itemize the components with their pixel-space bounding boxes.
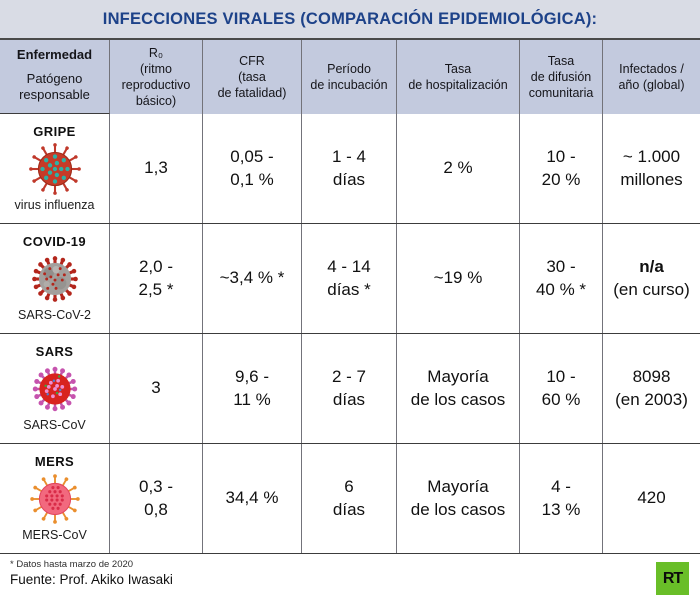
header-pathogen-label: Patógeno responsable [19,70,90,103]
cell-hospitalization: ~19 % [397,224,520,333]
header-community-spread: Tasa de difusión comunitaria [520,40,603,114]
cell-incubation: 1 - 4 días [302,114,397,223]
cell-incubation: 4 - 14 días * [302,224,397,333]
cell-cfr: ~3,4 % * [203,224,302,333]
cell-community-spread: 10 - 60 % [520,334,603,443]
disease-name: SARS [35,344,74,359]
pathogen-name: SARS-CoV-2 [18,308,91,322]
disease-cell-sars: SARS [0,334,110,443]
pathogen-name: MERS-CoV [22,528,87,542]
cell-community-spread: 10 - 20 % [520,114,603,223]
cell-infected: n/a (en curso) [603,224,700,333]
cell-infected: 420 [603,444,700,553]
header-disease-label: Enfermedad [16,47,93,62]
sars-cov-2-virus-icon [28,252,82,306]
header-r0: R₀ (ritmo reproductivo básico) [110,40,203,114]
cell-infected: 8098 (en 2003) [603,334,700,443]
infected-value: ~ 1.000 millones [620,146,683,189]
cell-community-spread: 4 - 13 % [520,444,603,553]
sars-cov-virus-icon [28,362,82,416]
pathogen-name: SARS-CoV [23,418,86,432]
disease-name: COVID-19 [22,234,87,249]
cell-incubation: 6 días [302,444,397,553]
table-header-row: Enfermedad Patógeno responsable R₀ (ritm… [0,40,700,114]
infected-value: n/a [639,256,664,276]
infected-value: 420 [637,488,666,508]
header-hospitalization: Tasa de hospitalización [397,40,520,114]
disease-name: MERS [34,454,75,469]
infected-value: 8098 (en 2003) [615,366,688,409]
disease-cell-mers: MERS [0,444,110,553]
header-cfr: CFR (tasa de fatalidad) [203,40,302,114]
disease-cell-gripe: GRIPE virus influenza [0,114,110,223]
cell-incubation: 2 - 7 días [302,334,397,443]
footnote-asterisk: * Datos hasta marzo de 2020 [10,559,134,570]
influenza-virus-icon [27,141,82,196]
header-infected: Infectados / año (global) [618,62,685,92]
header-disease: Enfermedad Patógeno responsable [0,40,110,114]
cell-cfr: 9,6 - 11 % [203,334,302,443]
cell-r0: 2,0 - 2,5 * [110,224,203,333]
table-row: COVID-19 SARS-CoV-2 [0,224,700,334]
cell-r0: 1,3 [110,114,203,223]
pathogen-name: virus influenza [14,198,95,212]
rt-logo: RT [656,562,689,595]
disease-cell-covid19: COVID-19 SARS-CoV-2 [0,224,110,333]
cell-infected: ~ 1.000 millones [603,114,700,223]
table-row: MERS [0,444,700,554]
infected-note: (en curso) [613,279,690,299]
cell-community-spread: 30 - 40 % * [520,224,603,333]
cell-r0: 3 [110,334,203,443]
table-row: SARS [0,334,700,444]
cell-r0: 0,3 - 0,8 [110,444,203,553]
cell-hospitalization: 2 % [397,114,520,223]
mers-cov-virus-icon [28,472,82,526]
title-bar: INFECCIONES VIRALES (COMPARACIÓN EPIDEMI… [0,0,700,40]
header-incubation: Período de incubación [302,40,397,114]
footer: * Datos hasta marzo de 2020 Fuente: Prof… [0,559,700,596]
cell-cfr: 34,4 % [203,444,302,553]
disease-name: GRIPE [33,124,76,139]
source-credit: Fuente: Prof. Akiko Iwasaki [10,572,173,587]
cell-hospitalization: Mayoría de los casos [397,334,520,443]
table-row: GRIPE virus influenza 1,3 0,05 [0,114,700,224]
page-title: INFECCIONES VIRALES (COMPARACIÓN EPIDEMI… [102,9,598,28]
cell-hospitalization: Mayoría de los casos [397,444,520,553]
cell-cfr: 0,05 - 0,1 % [203,114,302,223]
